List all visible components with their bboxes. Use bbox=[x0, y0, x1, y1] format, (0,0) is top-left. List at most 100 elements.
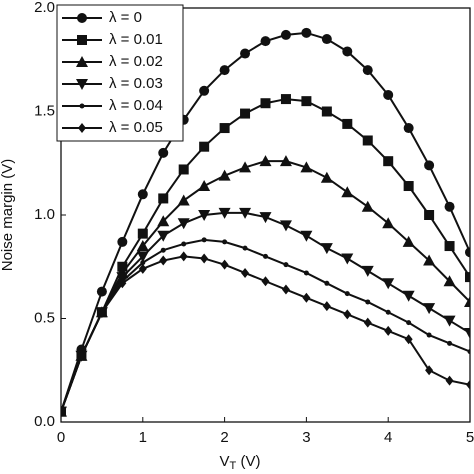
marker bbox=[280, 29, 291, 40]
y-tick-label: 1.5 bbox=[34, 102, 55, 119]
marker bbox=[200, 253, 209, 264]
marker bbox=[260, 36, 271, 47]
marker bbox=[137, 228, 148, 239]
marker bbox=[362, 65, 373, 76]
legend-marker bbox=[79, 103, 85, 109]
marker bbox=[321, 34, 332, 45]
marker bbox=[464, 327, 470, 339]
marker bbox=[242, 245, 248, 251]
legend-marker bbox=[76, 56, 88, 67]
marker bbox=[467, 349, 470, 355]
legend-label: λ = 0.01 bbox=[109, 31, 163, 48]
marker bbox=[321, 106, 332, 117]
marker bbox=[300, 161, 313, 173]
marker bbox=[259, 155, 272, 167]
marker bbox=[303, 270, 309, 276]
marker bbox=[179, 251, 188, 262]
marker bbox=[239, 207, 252, 219]
x-tick-label: 3 bbox=[302, 429, 310, 446]
marker bbox=[403, 181, 414, 192]
y-tick-label: 0.0 bbox=[34, 413, 55, 430]
marker bbox=[159, 255, 168, 266]
marker bbox=[301, 96, 312, 107]
marker bbox=[279, 220, 292, 232]
marker bbox=[97, 307, 106, 318]
marker bbox=[324, 280, 330, 286]
marker bbox=[241, 267, 250, 278]
legend-label: λ = 0.03 bbox=[109, 75, 163, 92]
marker bbox=[382, 278, 395, 290]
marker bbox=[117, 261, 128, 272]
marker bbox=[406, 320, 412, 326]
marker bbox=[464, 295, 470, 307]
marker bbox=[424, 210, 435, 220]
legend-label: λ = 0.04 bbox=[109, 97, 163, 114]
marker bbox=[218, 207, 231, 219]
marker bbox=[201, 237, 207, 243]
marker bbox=[136, 240, 149, 252]
marker bbox=[158, 193, 169, 204]
marker bbox=[465, 247, 470, 258]
marker bbox=[302, 292, 311, 303]
marker bbox=[157, 230, 170, 242]
marker bbox=[199, 85, 210, 96]
marker bbox=[361, 265, 374, 277]
marker bbox=[177, 194, 190, 206]
marker bbox=[403, 123, 414, 134]
marker bbox=[116, 272, 129, 284]
marker bbox=[220, 259, 229, 270]
marker bbox=[402, 235, 415, 247]
marker bbox=[160, 247, 166, 253]
marker bbox=[466, 379, 470, 390]
marker bbox=[283, 262, 289, 268]
marker bbox=[425, 365, 434, 376]
x-tick-label: 2 bbox=[220, 429, 228, 446]
marker bbox=[445, 375, 454, 386]
marker bbox=[218, 169, 231, 181]
marker bbox=[261, 276, 270, 287]
marker bbox=[279, 155, 292, 167]
marker bbox=[320, 171, 333, 183]
marker bbox=[384, 325, 393, 336]
marker bbox=[137, 189, 148, 200]
legend-marker bbox=[77, 35, 87, 45]
marker bbox=[444, 201, 455, 212]
marker bbox=[363, 317, 372, 328]
marker bbox=[426, 332, 432, 338]
marker bbox=[240, 108, 251, 119]
marker bbox=[341, 253, 354, 265]
marker bbox=[177, 218, 190, 230]
marker bbox=[362, 135, 373, 146]
marker bbox=[138, 263, 147, 274]
marker bbox=[118, 278, 127, 289]
marker bbox=[136, 251, 149, 263]
marker bbox=[117, 236, 128, 247]
marker bbox=[239, 161, 252, 173]
marker bbox=[341, 186, 354, 198]
marker bbox=[140, 260, 146, 266]
marker bbox=[61, 406, 65, 417]
marker bbox=[301, 27, 312, 38]
marker bbox=[383, 89, 394, 100]
marker bbox=[404, 334, 413, 345]
marker bbox=[342, 118, 353, 129]
marker bbox=[382, 217, 395, 229]
x-tick-label: 1 bbox=[139, 429, 147, 446]
y-tick-label: 1.0 bbox=[34, 206, 55, 223]
y-tick-label: 0.5 bbox=[34, 309, 55, 326]
y-axis-label: Noise margin (V) bbox=[0, 159, 16, 272]
legend: λ = 0 λ = 0.01 λ = 0.02 λ = 0.03 λ = 0.04 λ =… bbox=[56, 4, 184, 142]
marker bbox=[157, 215, 170, 227]
marker bbox=[219, 65, 230, 76]
marker bbox=[447, 340, 453, 346]
marker bbox=[158, 147, 169, 158]
x-tick-label: 5 bbox=[466, 429, 474, 446]
marker bbox=[259, 212, 272, 224]
plot-area bbox=[61, 27, 470, 418]
marker bbox=[424, 160, 435, 171]
x-tick-label: 0 bbox=[57, 429, 65, 446]
marker bbox=[198, 180, 211, 192]
marker bbox=[96, 286, 107, 297]
marker bbox=[465, 272, 470, 283]
